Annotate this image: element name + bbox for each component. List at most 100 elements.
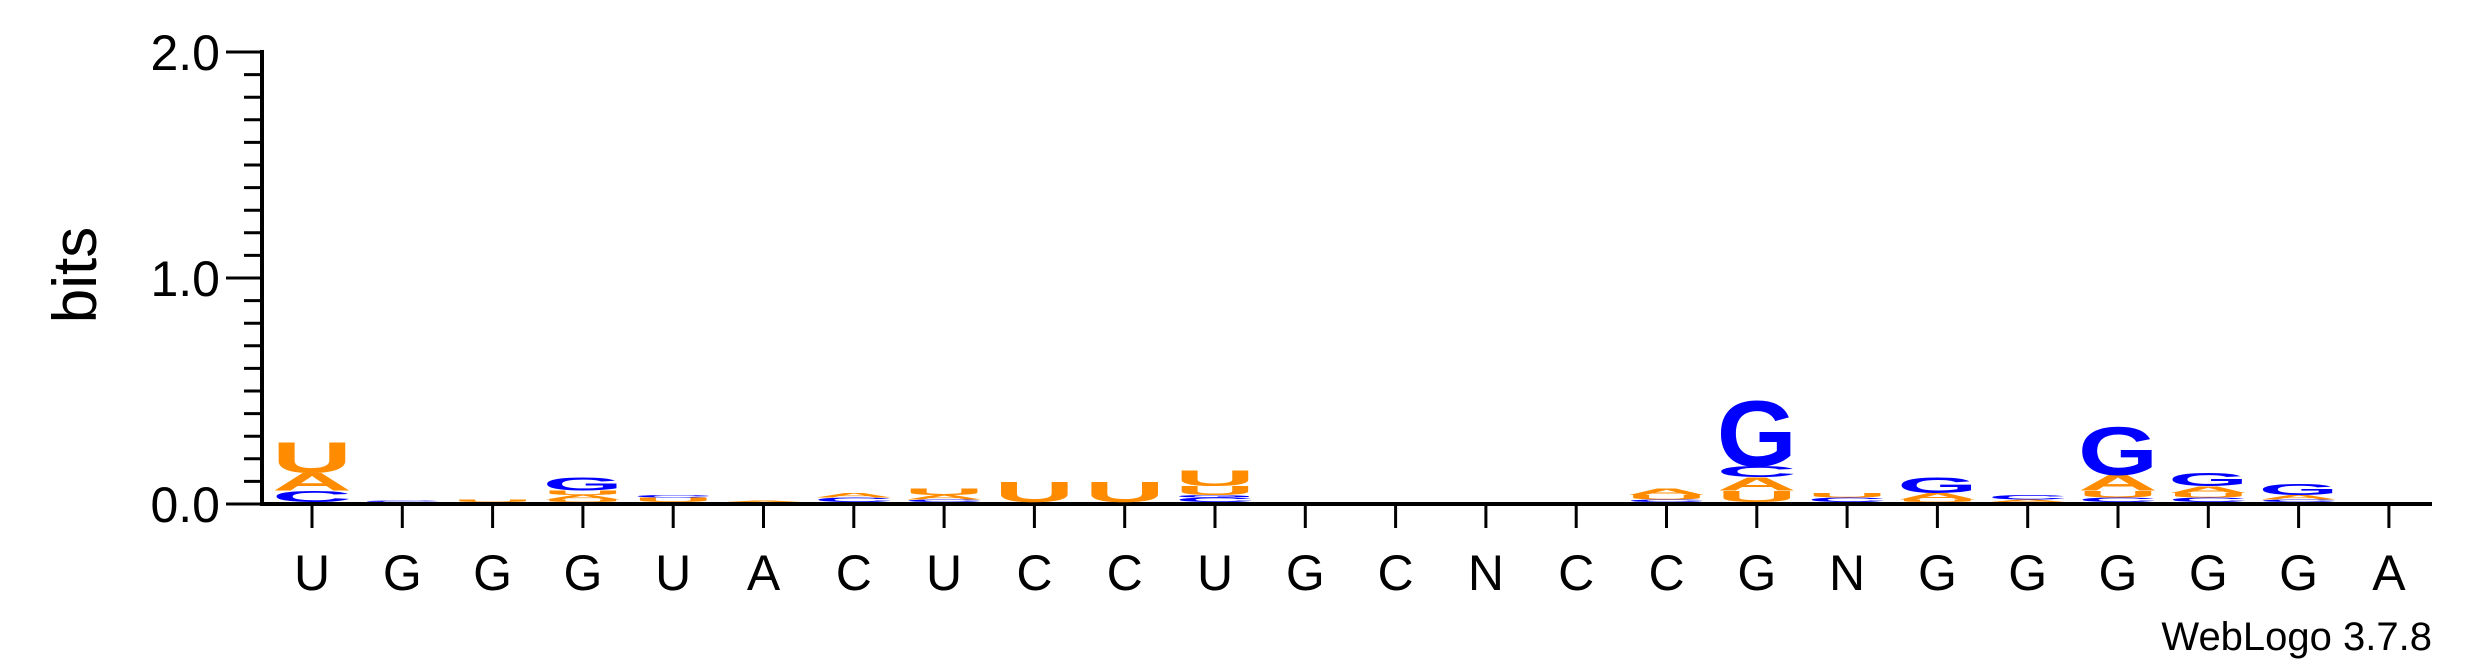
- logo-letter: A: [1627, 487, 1707, 497]
- letter-stack-group: G: [2078, 413, 2158, 490]
- logo-letter: U: [543, 490, 623, 497]
- letter-stack-group: C: [2168, 496, 2248, 503]
- x-tick-label: G: [2189, 545, 2228, 601]
- y-axis: 0.0 1.0 2.0: [150, 25, 264, 533]
- logo-letter: U: [1175, 484, 1255, 498]
- logo-letter: U: [994, 476, 1074, 508]
- letter-stack-group: G: [2168, 469, 2248, 490]
- letter-stack-group: A: [724, 501, 804, 503]
- logo-letter: C: [1175, 496, 1255, 503]
- y-axis-label: bits: [41, 227, 110, 323]
- letter-stack-group: U: [1897, 499, 1977, 503]
- letter-stack-group: U: [1627, 494, 1707, 501]
- logo-letter: A: [543, 494, 623, 501]
- letter-stack-group: C: [1807, 496, 1887, 503]
- letter-stack-group: C: [1175, 496, 1255, 503]
- x-tick-label: A: [2372, 545, 2406, 601]
- letter-stack-group: A: [814, 492, 894, 499]
- logo-letter: G: [2078, 413, 2158, 490]
- logo-letter: U: [453, 499, 533, 503]
- logo-letter: U: [543, 499, 623, 503]
- x-tick-label: C: [1107, 545, 1143, 601]
- x-tick-label: C: [1648, 545, 1684, 601]
- letter-stack-group: U: [2168, 492, 2248, 499]
- logo-letter: C: [2078, 496, 2158, 503]
- x-tick-label: C: [1558, 545, 1594, 601]
- x-tick-label: G: [2279, 545, 2318, 601]
- logo-letter: C: [1717, 463, 1797, 481]
- logo-letter: U: [633, 496, 713, 503]
- letter-stack-group: U: [1807, 492, 1887, 499]
- logo-letter: A: [272, 468, 352, 496]
- logo-letter: U: [1717, 488, 1797, 506]
- letter-stack-group: A: [543, 494, 623, 501]
- y-tick-label: 1.0: [150, 251, 220, 307]
- letter-stack-group: U: [1175, 466, 1255, 491]
- letter-stack-group: A: [904, 494, 984, 501]
- x-tick-label: N: [1829, 545, 1865, 601]
- letter-stack-group: A: [2168, 485, 2248, 495]
- x-tick-label: G: [383, 545, 422, 601]
- logo-letter: C: [904, 499, 984, 503]
- x-tick-label: G: [1286, 545, 1325, 601]
- x-tick-label: G: [1918, 545, 1957, 601]
- logo-letter: A: [2168, 485, 2248, 495]
- x-tick-label: G: [2099, 545, 2138, 601]
- letter-stack-group: C: [1988, 494, 2068, 501]
- logo-letter: U: [1085, 476, 1165, 508]
- logo-letter: G: [1175, 495, 1255, 499]
- logo-letter: G: [1717, 381, 1797, 487]
- logo-letter: U: [1807, 492, 1887, 499]
- letter-stack-group: U: [904, 487, 984, 497]
- logo-letter: U: [904, 487, 984, 497]
- letter-stack-group: A: [1717, 474, 1797, 495]
- letter-stack-group: G: [1175, 495, 1255, 499]
- x-tick-label: G: [2008, 545, 2047, 601]
- letter-stack-group: A: [2259, 494, 2339, 501]
- logo-letter: A: [814, 492, 894, 499]
- logo-letter: A: [724, 501, 804, 503]
- logo-letter: C: [2259, 499, 2339, 503]
- letter-stack-group: A: [1897, 491, 1977, 501]
- x-tick-label: U: [926, 545, 962, 601]
- logo-letter: C: [1807, 496, 1887, 503]
- x-tick-label: G: [563, 545, 602, 601]
- letter-stack-group: C: [2078, 496, 2158, 503]
- x-tick-label: C: [1016, 545, 1052, 601]
- letter-stack-group: U: [543, 490, 623, 497]
- logo-letter: G: [543, 474, 623, 495]
- letter-stack-group: U: [1085, 476, 1165, 508]
- letter-stack-group: G: [1897, 473, 1977, 498]
- letter-stack-group: G: [2259, 481, 2339, 499]
- logo-letter: A: [1988, 499, 2068, 503]
- logo-letter: A: [2078, 471, 2158, 496]
- x-tick-label: C: [1378, 545, 1414, 601]
- letter-stack-group: U: [453, 499, 533, 503]
- logo-letter: C: [633, 495, 713, 499]
- logo-letter: U: [2168, 492, 2248, 499]
- logo-letter: A: [2259, 494, 2339, 501]
- weblogo-credit: WebLogo 3.7.8: [2161, 615, 2432, 659]
- letter-stack-group: C: [2259, 499, 2339, 503]
- logo-letter: C: [1988, 494, 2068, 501]
- letter-stack-group: C: [1717, 463, 1797, 481]
- logo-letter: A: [1717, 474, 1797, 495]
- letter-stack-group: A: [2078, 471, 2158, 496]
- logo-letter: C: [272, 488, 352, 506]
- letter-stack-group: C: [1627, 499, 1707, 503]
- letter-stack-group: U: [633, 496, 713, 503]
- letter-stack-group: C: [272, 488, 352, 506]
- logo-letter: A: [904, 494, 984, 501]
- x-tick-label: G: [1737, 545, 1776, 601]
- letter-stack-group: U: [272, 433, 352, 482]
- letter-stack-group: G: [1717, 381, 1797, 487]
- letter-stack-group: U: [1717, 488, 1797, 506]
- logo-letter: U: [1175, 466, 1255, 491]
- y-tick-label: 2.0: [150, 25, 220, 81]
- logo-letter: A: [1897, 491, 1977, 501]
- x-tick-label: G: [473, 545, 512, 601]
- letter-stack-group: C: [362, 501, 442, 503]
- logo-letter: G: [2168, 469, 2248, 490]
